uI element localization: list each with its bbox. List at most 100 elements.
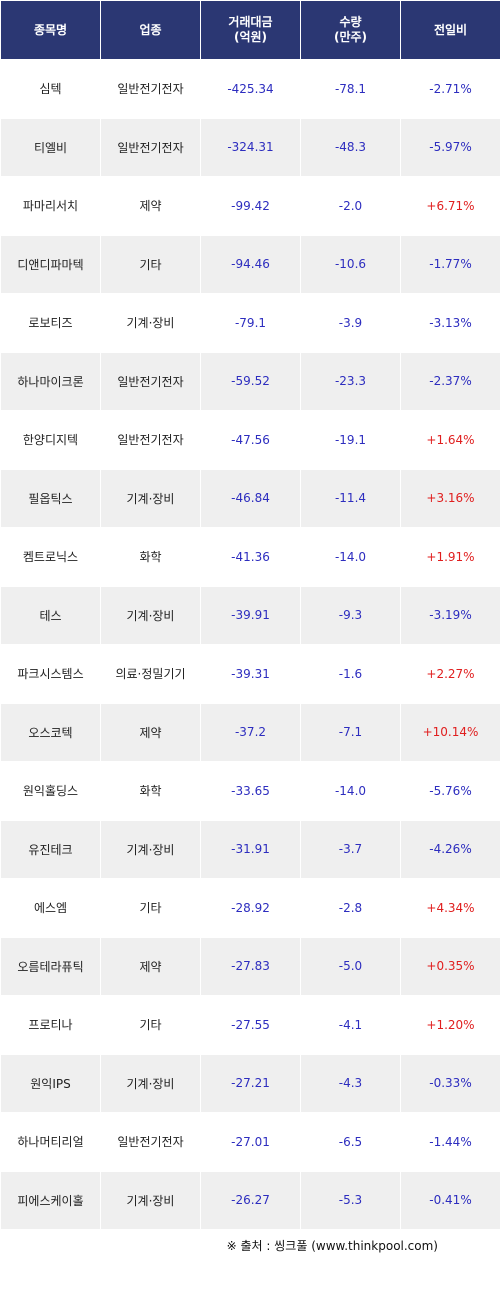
stock-table: 종목명 업종 거래대금 (억원) 수량 (만주) 전일비 심텍 일반전기전자 -42…	[0, 0, 500, 1230]
trade-volume-cell: -5.3	[300, 1170, 401, 1230]
change-rate-cell: -1.77%	[400, 234, 500, 294]
sector-cell: 기계·장비	[100, 293, 201, 353]
stock-name-cell: 에스엠	[0, 878, 101, 938]
trade-amount-cell: -26.27	[200, 1170, 301, 1230]
trade-amount-cell: -37.2	[200, 702, 301, 762]
header-volume: 수량 (만주)	[300, 0, 401, 60]
stock-name-cell: 원익IPS	[0, 1053, 101, 1113]
sector-cell: 기계·장비	[100, 468, 201, 528]
stock-name-cell: 유진테크	[0, 819, 101, 879]
sector-cell: 제약	[100, 176, 201, 236]
sector-cell: 일반전기전자	[100, 410, 201, 470]
trade-amount-cell: -33.65	[200, 761, 301, 821]
change-rate-cell: -0.33%	[400, 1053, 500, 1113]
trade-volume-cell: -2.8	[300, 878, 401, 938]
change-rate-cell: +1.64%	[400, 410, 500, 470]
trade-volume-cell: -7.1	[300, 702, 401, 762]
trade-volume-cell: -9.3	[300, 585, 401, 645]
trade-amount-cell: -94.46	[200, 234, 301, 294]
table-row: 오름테라퓨틱 제약 -27.83 -5.0 +0.35%	[0, 936, 500, 996]
trade-volume-cell: -5.0	[300, 936, 401, 996]
trade-amount-cell: -46.84	[200, 468, 301, 528]
table-row: 원익IPS 기계·장비 -27.21 -4.3 -0.33%	[0, 1053, 500, 1113]
change-rate-cell: +3.16%	[400, 468, 500, 528]
stock-name-cell: 프로티나	[0, 995, 101, 1055]
sector-cell: 화학	[100, 527, 201, 587]
trade-volume-cell: -1.6	[300, 644, 401, 704]
sector-cell: 제약	[100, 936, 201, 996]
trade-volume-cell: -14.0	[300, 527, 401, 587]
header-name: 종목명	[0, 0, 101, 60]
header-amount-label: 거래대금	[228, 15, 273, 29]
trade-volume-cell: -2.0	[300, 176, 401, 236]
change-rate-cell: -3.13%	[400, 293, 500, 353]
trade-amount-cell: -324.31	[200, 117, 301, 177]
sector-cell: 일반전기전자	[100, 59, 201, 119]
change-rate-cell: -3.19%	[400, 585, 500, 645]
stock-name-cell: 오름테라퓨틱	[0, 936, 101, 996]
trade-volume-cell: -10.6	[300, 234, 401, 294]
trade-amount-cell: -27.01	[200, 1112, 301, 1172]
stock-name-cell: 필옵틱스	[0, 468, 101, 528]
stock-name-cell: 테스	[0, 585, 101, 645]
trade-amount-cell: -27.83	[200, 936, 301, 996]
change-rate-cell: -1.44%	[400, 1112, 500, 1172]
trade-amount-cell: -425.34	[200, 59, 301, 119]
trade-amount-cell: -39.91	[200, 585, 301, 645]
sector-cell: 기계·장비	[100, 585, 201, 645]
table-row: 심텍 일반전기전자 -425.34 -78.1 -2.71%	[0, 59, 500, 119]
sector-cell: 일반전기전자	[100, 351, 201, 411]
change-rate-cell: -5.97%	[400, 117, 500, 177]
table-row: 한양디지텍 일반전기전자 -47.56 -19.1 +1.64%	[0, 410, 500, 470]
trade-amount-cell: -31.91	[200, 819, 301, 879]
stock-name-cell: 한양디지텍	[0, 410, 101, 470]
trade-volume-cell: -48.3	[300, 117, 401, 177]
sector-cell: 의료·정밀기기	[100, 644, 201, 704]
stock-name-cell: 원익홀딩스	[0, 761, 101, 821]
table-row: 원익홀딩스 화학 -33.65 -14.0 -5.76%	[0, 761, 500, 821]
table-row: 로보티즈 기계·장비 -79.1 -3.9 -3.13%	[0, 293, 500, 353]
trade-volume-cell: -6.5	[300, 1112, 401, 1172]
change-rate-cell: +10.14%	[400, 702, 500, 762]
table-row: 피에스케이홀 기계·장비 -26.27 -5.3 -0.41%	[0, 1170, 500, 1230]
header-volume-label: 수량	[339, 15, 362, 29]
table-row: 하나마이크론 일반전기전자 -59.52 -23.3 -2.37%	[0, 351, 500, 411]
stock-name-cell: 로보티즈	[0, 293, 101, 353]
header-volume-unit: (만주)	[333, 30, 368, 44]
change-rate-cell: -2.71%	[400, 59, 500, 119]
header-sector: 업종	[100, 0, 201, 60]
stock-name-cell: 켐트로닉스	[0, 527, 101, 587]
trade-volume-cell: -14.0	[300, 761, 401, 821]
table-row: 유진테크 기계·장비 -31.91 -3.7 -4.26%	[0, 819, 500, 879]
sector-cell: 화학	[100, 761, 201, 821]
trade-amount-cell: -79.1	[200, 293, 301, 353]
sector-cell: 기타	[100, 995, 201, 1055]
trade-amount-cell: -99.42	[200, 176, 301, 236]
trade-amount-cell: -39.31	[200, 644, 301, 704]
sector-cell: 일반전기전자	[100, 1112, 201, 1172]
change-rate-cell: +2.27%	[400, 644, 500, 704]
trade-volume-cell: -78.1	[300, 59, 401, 119]
table-row: 에스엠 기타 -28.92 -2.8 +4.34%	[0, 878, 500, 938]
sector-cell: 기계·장비	[100, 1170, 201, 1230]
stock-name-cell: 피에스케이홀	[0, 1170, 101, 1230]
change-rate-cell: -0.41%	[400, 1170, 500, 1230]
trade-volume-cell: -11.4	[300, 468, 401, 528]
change-rate-cell: -5.76%	[400, 761, 500, 821]
table-row: 켐트로닉스 화학 -41.36 -14.0 +1.91%	[0, 527, 500, 587]
sector-cell: 기계·장비	[100, 819, 201, 879]
table-row: 디앤디파마텍 기타 -94.46 -10.6 -1.77%	[0, 234, 500, 294]
header-change: 전일비	[400, 0, 500, 60]
change-rate-cell: -2.37%	[400, 351, 500, 411]
stock-name-cell: 파마리서치	[0, 176, 101, 236]
header-amount: 거래대금 (억원)	[200, 0, 301, 60]
change-rate-cell: +1.20%	[400, 995, 500, 1055]
change-rate-cell: +0.35%	[400, 936, 500, 996]
trade-volume-cell: -23.3	[300, 351, 401, 411]
table-row: 프로티나 기타 -27.55 -4.1 +1.20%	[0, 995, 500, 1055]
trade-volume-cell: -19.1	[300, 410, 401, 470]
sector-cell: 일반전기전자	[100, 117, 201, 177]
stock-name-cell: 하나머티리얼	[0, 1112, 101, 1172]
table-row: 오스코텍 제약 -37.2 -7.1 +10.14%	[0, 702, 500, 762]
trade-amount-cell: -28.92	[200, 878, 301, 938]
